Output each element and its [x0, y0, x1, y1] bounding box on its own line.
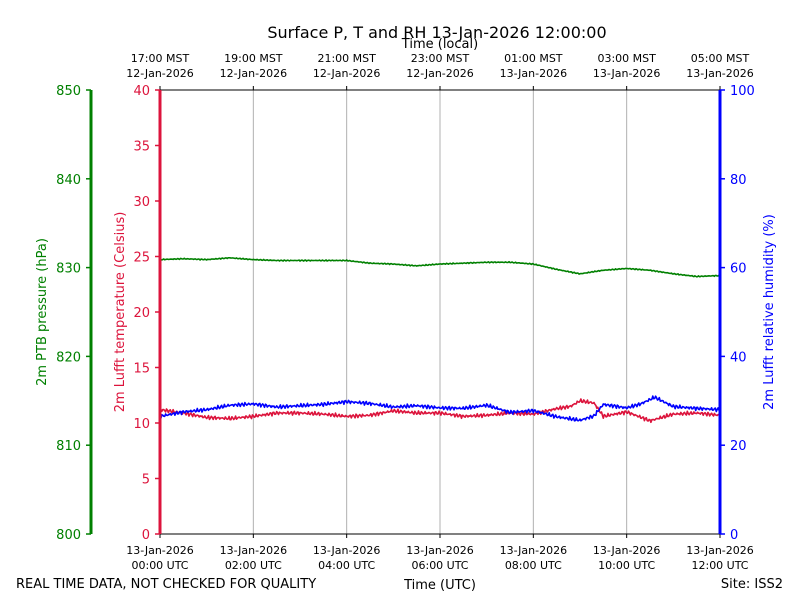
- humidity-series-line: [159, 395, 721, 422]
- quality-notice: REAL TIME DATA, NOT CHECKED FOR QUALITY: [16, 577, 316, 592]
- top-axis-title: Time (local): [401, 37, 478, 52]
- x-tick-label-time: 02:00 UTC: [225, 559, 282, 572]
- humidity-tick-label: 60: [730, 262, 747, 277]
- x-top-tick-label-date: 13-Jan-2026: [500, 67, 568, 80]
- humidity-tick-label: 20: [730, 439, 747, 454]
- y-label-pressure: 2m PTB pressure (hPa): [35, 238, 50, 386]
- pressure-tick-label: 840: [56, 173, 81, 188]
- x-top-tick-label-time: 05:00 MST: [691, 52, 750, 65]
- vertical-gridlines: [252, 90, 628, 534]
- x-tick-label-time: 10:00 UTC: [598, 559, 655, 572]
- y-axis-pressure: 800 810 820 830 840 850: [56, 84, 93, 543]
- humidity-tick-label: 40: [730, 350, 747, 365]
- x-top-tick-label-date: 12-Jan-2026: [313, 67, 381, 80]
- temperature-tick-label: 40: [133, 84, 150, 99]
- temperature-tick-label: 30: [133, 195, 150, 210]
- x-top-tick-label-time: 21:00 MST: [317, 52, 376, 65]
- x-tick-label-time: 04:00 UTC: [318, 559, 375, 572]
- x-tick-label-time: 12:00 UTC: [691, 559, 748, 572]
- pressure-series-line: [159, 257, 721, 278]
- temperature-tick-label: 0: [142, 528, 150, 543]
- site-label: Site: ISS2: [721, 577, 783, 592]
- x-tick-label-time: 00:00 UTC: [131, 559, 188, 572]
- x-top-tick-label-time: 17:00 MST: [131, 52, 190, 65]
- x-top-tick-label-time: 03:00 MST: [597, 52, 656, 65]
- x-tick-label-date: 13-Jan-2026: [406, 544, 474, 557]
- series-layer: [159, 257, 721, 424]
- temperature-tick-label: 10: [133, 417, 150, 432]
- pressure-tick-label: 820: [56, 350, 81, 365]
- humidity-tick-label: 80: [730, 173, 747, 188]
- y-axis-temperature: 0 5 10 15 20 25 30 35 40: [133, 84, 162, 543]
- pressure-tick-label: 810: [56, 439, 81, 454]
- x-top-tick-label-date: 13-Jan-2026: [593, 67, 661, 80]
- temperature-tick-label: 5: [142, 473, 150, 488]
- x-top-tick-label-date: 13-Jan-2026: [686, 67, 754, 80]
- temperature-tick-label: 15: [133, 362, 150, 377]
- x-tick-label-date: 13-Jan-2026: [500, 544, 568, 557]
- x-top-tick-label-time: 23:00 MST: [411, 52, 470, 65]
- temperature-tick-label: 25: [133, 251, 150, 266]
- x-axis-label: Time (UTC): [403, 578, 476, 593]
- x-tick-label-date: 13-Jan-2026: [313, 544, 381, 557]
- y-label-temperature: 2m Lufft temperature (Celsius): [113, 212, 128, 413]
- temperature-tick-label: 20: [133, 306, 150, 321]
- x-tick-label-date: 13-Jan-2026: [126, 544, 194, 557]
- x-tick-label-time: 06:00 UTC: [411, 559, 468, 572]
- x-top-tick-label-time: 01:00 MST: [504, 52, 563, 65]
- x-tick-label-time: 08:00 UTC: [505, 559, 562, 572]
- x-top-tick-label-time: 19:00 MST: [224, 52, 283, 65]
- pressure-tick-label: 830: [56, 262, 81, 277]
- humidity-tick-label: 100: [730, 84, 755, 99]
- x-top-tick-label-date: 12-Jan-2026: [220, 67, 288, 80]
- x-tick-label-date: 13-Jan-2026: [593, 544, 661, 557]
- pressure-tick-label: 800: [56, 528, 81, 543]
- temperature-tick-label: 35: [133, 140, 150, 155]
- x-top-tick-label-date: 12-Jan-2026: [406, 67, 474, 80]
- y-axis-humidity: 0 20 40 60 80 100: [718, 84, 755, 543]
- x-axis-local: 17:00 MST 12-Jan-2026 19:00 MST 12-Jan-2026…: [126, 52, 754, 90]
- x-tick-label-date: 13-Jan-2026: [220, 544, 288, 557]
- x-top-tick-label-date: 12-Jan-2026: [126, 67, 194, 80]
- chart-title: Surface P, T and RH 13-Jan-2026 12:00:00: [267, 23, 606, 42]
- temperature-series-line: [159, 398, 721, 424]
- x-axis-utc: 13-Jan-2026 00:00 UTC 13-Jan-2026 02:00 UTC…: [126, 534, 754, 572]
- pressure-tick-label: 850: [56, 84, 81, 99]
- y-label-humidity: 2m Lufft relative humidity (%): [762, 214, 777, 410]
- humidity-tick-label: 0: [730, 528, 738, 543]
- x-tick-label-date: 13-Jan-2026: [686, 544, 754, 557]
